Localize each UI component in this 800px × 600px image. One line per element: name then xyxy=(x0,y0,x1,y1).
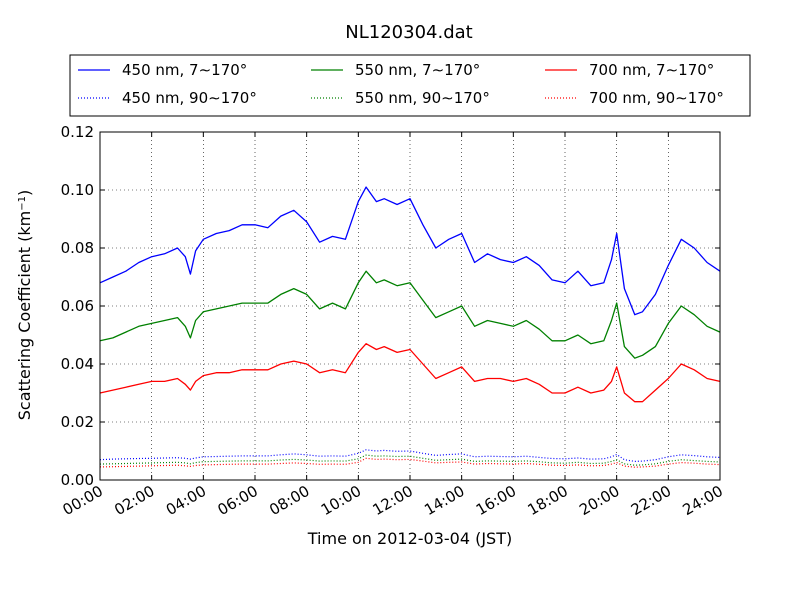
x-tick-label: 10:00 xyxy=(318,482,364,519)
x-tick-label: 14:00 xyxy=(421,482,467,519)
chart-title: NL120304.dat xyxy=(345,22,472,43)
legend-label: 450 nm, 90∼170° xyxy=(122,89,257,107)
y-tick-label: 0.04 xyxy=(61,355,94,373)
y-axis-label: Scattering Coefficient (km−1) xyxy=(15,190,34,421)
y-tick-label: 0.00 xyxy=(61,471,94,489)
legend-label: 700 nm, 7∼170° xyxy=(589,61,714,79)
ticks xyxy=(99,131,721,481)
y-tick-label: 0.06 xyxy=(61,297,94,315)
x-tick-label: 22:00 xyxy=(628,482,674,519)
series-layer xyxy=(99,186,721,468)
x-tick-label: 12:00 xyxy=(370,482,416,519)
x-tick-label: 04:00 xyxy=(163,482,209,519)
legend-label: 450 nm, 7∼170° xyxy=(122,61,247,79)
legend-label: 550 nm, 7∼170° xyxy=(355,61,480,79)
y-tick-label: 0.02 xyxy=(61,413,94,431)
y-tick-label: 0.10 xyxy=(61,181,94,199)
y-tick-label: 0.12 xyxy=(61,123,94,141)
x-tick-labels: 00:00 02:00 04:00 06:00 08:00 10:00 12:00 14:00… xyxy=(60,482,726,519)
series-line-1 xyxy=(99,186,721,316)
series-line-4 xyxy=(99,449,721,462)
grid xyxy=(100,132,720,480)
y-axis-label-end: ) xyxy=(15,190,34,196)
series-line-3 xyxy=(99,343,721,403)
y-axis-label-main: Scattering Coefficient (km xyxy=(15,211,34,421)
legend-label: 700 nm, 90∼170° xyxy=(589,89,724,107)
x-tick-label: 08:00 xyxy=(266,482,312,519)
x-tick-label: 16:00 xyxy=(473,482,519,519)
x-tick-label: 20:00 xyxy=(576,482,622,519)
legend: 450 nm, 7∼170° 550 nm, 7∼170° 700 nm, 7∼17… xyxy=(69,54,751,117)
x-tick-label: 18:00 xyxy=(525,482,571,519)
x-tick-label: 02:00 xyxy=(111,482,157,519)
y-axis-label-superscript: −1 xyxy=(17,196,28,211)
x-tick-label: 24:00 xyxy=(680,482,726,519)
x-tick-label: 06:00 xyxy=(215,482,261,519)
x-axis-label: Time on 2012-03-04 (JST) xyxy=(307,529,512,548)
series-line-2 xyxy=(99,270,721,359)
y-tick-label: 0.08 xyxy=(61,239,94,257)
legend-label: 550 nm, 90∼170° xyxy=(355,89,490,107)
legend-box xyxy=(69,54,751,117)
y-tick-labels: 0.00 0.02 0.04 0.06 0.08 0.10 0.12 xyxy=(61,123,94,489)
